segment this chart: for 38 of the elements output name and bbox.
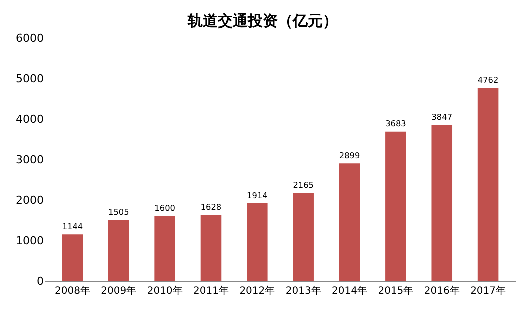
data-label: 3847 (432, 112, 453, 122)
data-label: 1505 (108, 206, 130, 217)
x-tick-label: 2008年 (54, 285, 90, 297)
data-label: 2165 (293, 180, 314, 190)
data-label: 3683 (386, 118, 406, 129)
bar (247, 203, 268, 281)
bar (293, 193, 314, 281)
data-label: 2899 (339, 150, 360, 160)
x-tick-label: 2013年 (286, 285, 322, 297)
bar (108, 220, 130, 281)
y-tick-label: 0 (37, 274, 44, 288)
bar (432, 125, 453, 281)
data-label: 4762 (478, 74, 499, 85)
y-tick-label: 2000 (16, 194, 44, 207)
chart-title: 轨道交通投资（亿元） (187, 12, 338, 30)
x-tick-label: 2014年 (332, 285, 368, 297)
bar (339, 164, 360, 281)
x-tick-label: 2017年 (470, 285, 506, 297)
data-label: 1628 (200, 202, 222, 212)
bar (478, 88, 499, 281)
bar (62, 234, 84, 281)
x-tick-label: 2011年 (194, 285, 229, 297)
bar (386, 132, 406, 281)
data-label: 1914 (247, 190, 268, 200)
y-tick-label: 6000 (16, 32, 44, 45)
data-label: 1600 (154, 202, 176, 213)
x-tick-label: 2015年 (378, 285, 414, 297)
y-tick-label: 1000 (16, 234, 44, 248)
x-tick-label: 2016年 (424, 285, 460, 297)
x-tick-label: 2012年 (240, 285, 276, 297)
y-tick-label: 3000 (16, 153, 44, 166)
x-tick-label: 2010年 (147, 285, 183, 297)
data-label: 1144 (62, 221, 84, 232)
x-tick-label: 2009年 (101, 285, 137, 297)
y-tick-label: 4000 (16, 112, 44, 126)
bar (200, 215, 222, 281)
bar (154, 216, 176, 281)
y-tick-label: 5000 (16, 72, 44, 86)
